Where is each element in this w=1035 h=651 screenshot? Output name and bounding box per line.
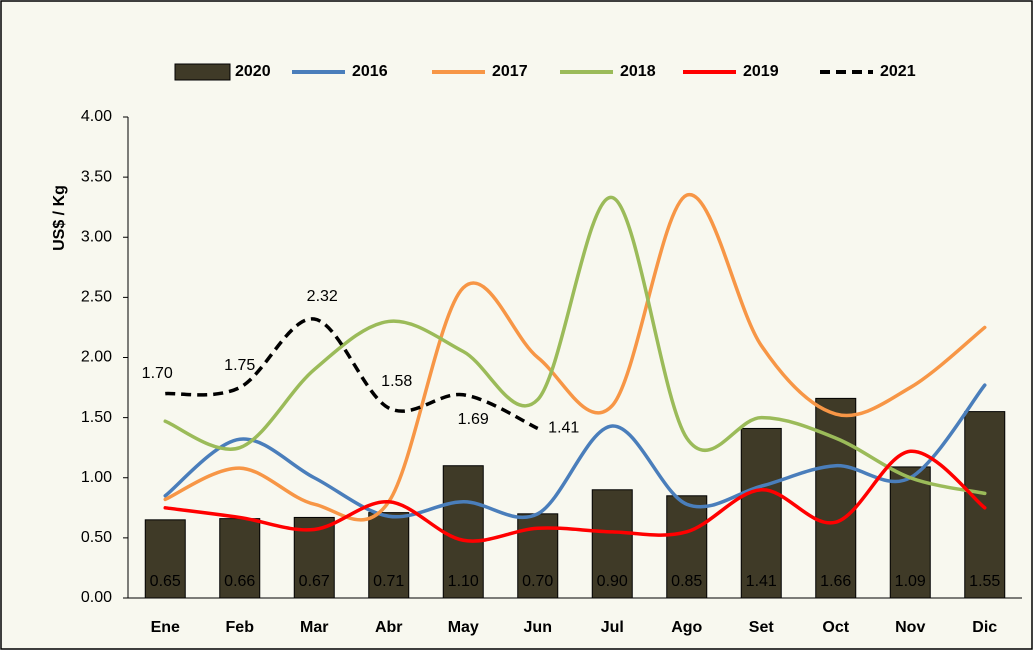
bar <box>740 427 782 599</box>
data-label: 0.66 <box>224 573 255 590</box>
data-label: 1.70 <box>142 365 173 382</box>
bar <box>815 397 857 599</box>
bar <box>144 519 186 599</box>
data-label: 0.71 <box>373 573 404 590</box>
y-tick-label: 2.00 <box>81 349 112 366</box>
data-label: 1.09 <box>895 573 926 590</box>
y-tick-label: 0.00 <box>81 589 112 606</box>
legend-label: 2016 <box>352 63 388 80</box>
line <box>163 195 987 496</box>
legend-label: 2021 <box>880 63 916 80</box>
bar <box>666 495 708 599</box>
data-label: 1.66 <box>820 573 851 590</box>
y-tick-label: 4.00 <box>81 108 112 125</box>
x-tick-label: Set <box>749 619 775 636</box>
legend-label: 2018 <box>620 63 656 80</box>
x-tick-label: Jun <box>524 619 552 636</box>
x-tick-label: Ago <box>671 619 702 636</box>
y-axis-label: US$ / Kg <box>51 185 68 251</box>
data-label: 0.85 <box>671 573 702 590</box>
bar <box>964 411 1006 599</box>
data-label: 1.41 <box>746 573 777 590</box>
x-tick-label: Feb <box>226 619 255 636</box>
y-tick-label: 1.50 <box>81 409 112 426</box>
x-tick-label: May <box>448 619 479 636</box>
x-tick-label: Dic <box>972 619 997 636</box>
bar <box>368 512 410 599</box>
y-tick-label: 3.50 <box>81 168 112 185</box>
bar <box>889 466 931 599</box>
data-label: 1.58 <box>381 373 412 390</box>
y-tick-label: 2.50 <box>81 289 112 306</box>
data-label: 1.69 <box>458 411 489 428</box>
y-tick-label: 3.00 <box>81 228 112 245</box>
y-tick-label: 1.00 <box>81 469 112 486</box>
data-label: 1.75 <box>224 357 255 374</box>
x-tick-label: Abr <box>375 619 403 636</box>
data-label: 1.55 <box>969 573 1000 590</box>
x-tick-label: Jul <box>601 619 624 636</box>
data-label: 0.65 <box>150 573 181 590</box>
bar <box>219 518 261 599</box>
line <box>163 193 987 522</box>
x-tick-label: Nov <box>895 619 925 636</box>
legend-label: 2017 <box>492 63 528 80</box>
x-tick-label: Oct <box>822 619 849 636</box>
data-label: 1.41 <box>548 420 579 437</box>
bar <box>591 489 633 599</box>
legend-swatch <box>174 63 231 81</box>
x-tick-label: Ene <box>151 619 180 636</box>
legend-label: 2020 <box>235 63 271 80</box>
data-label: 1.10 <box>448 573 479 590</box>
data-label: 0.70 <box>522 573 553 590</box>
line <box>163 383 987 520</box>
legend-label: 2019 <box>743 63 779 80</box>
bar <box>442 465 484 599</box>
y-tick-label: 0.50 <box>81 529 112 546</box>
line <box>163 449 987 543</box>
x-tick-label: Mar <box>300 619 328 636</box>
data-label: 0.67 <box>299 573 330 590</box>
data-label: 0.90 <box>597 573 628 590</box>
data-label: 2.32 <box>307 288 338 305</box>
